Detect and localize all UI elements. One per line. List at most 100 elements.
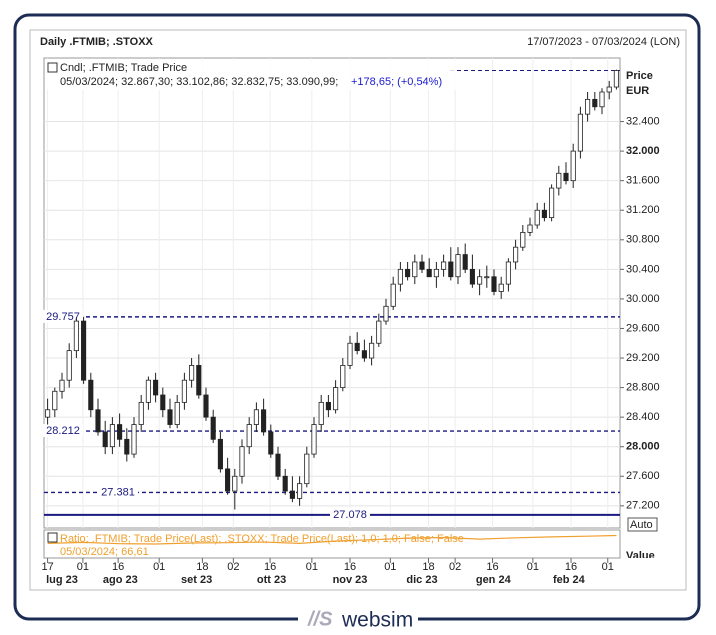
auto-label[interactable]: Auto — [630, 519, 653, 531]
candle-body — [289, 490, 295, 499]
candle-body — [513, 246, 519, 263]
candle-body — [311, 424, 317, 455]
x-tick-label: 16 — [486, 561, 498, 573]
candle-body — [124, 438, 130, 455]
candle-body — [102, 431, 108, 448]
ratio-line — [47, 534, 617, 545]
x-tick-label: 01 — [602, 561, 614, 573]
candle-body — [52, 390, 58, 411]
month-label: gen 24 — [476, 574, 512, 586]
candle-body — [131, 424, 137, 455]
brand: websim — [341, 609, 413, 632]
level-label-bg — [43, 424, 83, 438]
level-label-bg — [98, 485, 138, 499]
month-label: set 23 — [181, 574, 212, 586]
x-tick-label: 01 — [153, 561, 165, 573]
candle-body — [383, 305, 389, 322]
candle-body — [527, 224, 533, 233]
x-tick-label: 17 — [41, 561, 53, 573]
month-label: ago 23 — [103, 574, 138, 586]
candle-body — [203, 394, 209, 418]
candle-body — [448, 261, 454, 278]
candle-body — [189, 365, 195, 381]
candle-body — [45, 409, 51, 418]
candle-body — [549, 187, 555, 219]
candle-body — [577, 113, 583, 152]
candle-body — [81, 320, 87, 381]
x-tick-label: 01 — [306, 561, 318, 573]
candle-body — [599, 91, 605, 108]
y-tick-label: 31.600 — [626, 175, 660, 187]
legend-bg — [46, 60, 456, 90]
y-tick-label: 29.200 — [626, 352, 660, 364]
candle-body — [477, 276, 483, 285]
level-label: 28.212 — [46, 425, 80, 437]
candle-body — [66, 350, 72, 381]
level-label: 27.381 — [101, 486, 135, 498]
candle-body — [347, 342, 353, 366]
candle-body — [491, 276, 497, 292]
candle-body — [613, 70, 619, 88]
x-tick-label: 18 — [196, 561, 208, 573]
axis-title: Price — [626, 70, 653, 82]
candle-body — [340, 365, 346, 388]
candle-body — [419, 261, 425, 270]
auto-button[interactable] — [627, 517, 658, 532]
candle-body — [109, 424, 115, 448]
ratio-value: 05/03/2024; 66,61 — [60, 546, 149, 558]
candle-body — [225, 468, 231, 492]
candle-body — [138, 401, 144, 425]
footer: //S websim — [298, 606, 418, 634]
candle-body — [239, 446, 245, 477]
x-tick-label: 02 — [227, 561, 239, 573]
level-label: 29.757 — [46, 311, 80, 323]
level-label-bg — [43, 309, 83, 323]
footer-bg — [298, 606, 418, 634]
candle-body — [181, 379, 187, 403]
y-tick-label: 32.000 — [626, 145, 660, 157]
chart-title: Daily .FTMIB; .STOXX — [40, 36, 154, 48]
y-tick-label: 28.000 — [626, 441, 660, 453]
candle-body — [333, 387, 339, 411]
candle-body — [534, 209, 540, 226]
candle-body — [556, 172, 562, 189]
candle-body — [361, 350, 367, 359]
candle-body — [318, 401, 324, 425]
legend-series: Cndl; .FTMIB; Trade Price — [60, 62, 187, 74]
y-tick-label: 27.200 — [626, 500, 660, 512]
candle-body — [433, 268, 439, 278]
y-tick-label: 32.400 — [626, 115, 660, 127]
candle-body — [541, 209, 547, 219]
candle-body — [167, 409, 173, 425]
candle-body — [606, 86, 612, 93]
legend-values: 05/03/2024; 32.867,30; 33.102,86; 32.832… — [60, 76, 338, 88]
candle-body — [498, 283, 504, 292]
y-tick-label: 30.000 — [626, 293, 660, 305]
x-tick-label: 02 — [449, 561, 461, 573]
candle-body — [88, 379, 94, 411]
candle-body — [210, 416, 216, 440]
candle-body — [585, 98, 591, 115]
month-label: nov 23 — [333, 574, 368, 586]
y-tick-label: 28.400 — [626, 411, 660, 423]
candle-body — [376, 320, 382, 344]
candle-body — [563, 172, 569, 182]
legend-swatch — [47, 532, 58, 543]
level-label: 27.078 — [333, 509, 367, 521]
candle-body — [369, 342, 375, 359]
candle-body — [325, 401, 331, 411]
candle-body — [297, 483, 303, 499]
candle-body — [59, 379, 65, 392]
x-tick-label: 18 — [422, 561, 434, 573]
x-tick-label: 01 — [384, 561, 396, 573]
candle-body — [95, 409, 101, 433]
candle-body — [268, 431, 274, 455]
candle-body — [354, 342, 360, 352]
y-tick-label: 29.600 — [626, 322, 660, 334]
axis-unit: EUR — [626, 85, 649, 97]
candle-body — [160, 394, 166, 411]
candle-body — [505, 261, 511, 285]
candle-body — [462, 254, 468, 270]
candle-body — [217, 438, 223, 470]
